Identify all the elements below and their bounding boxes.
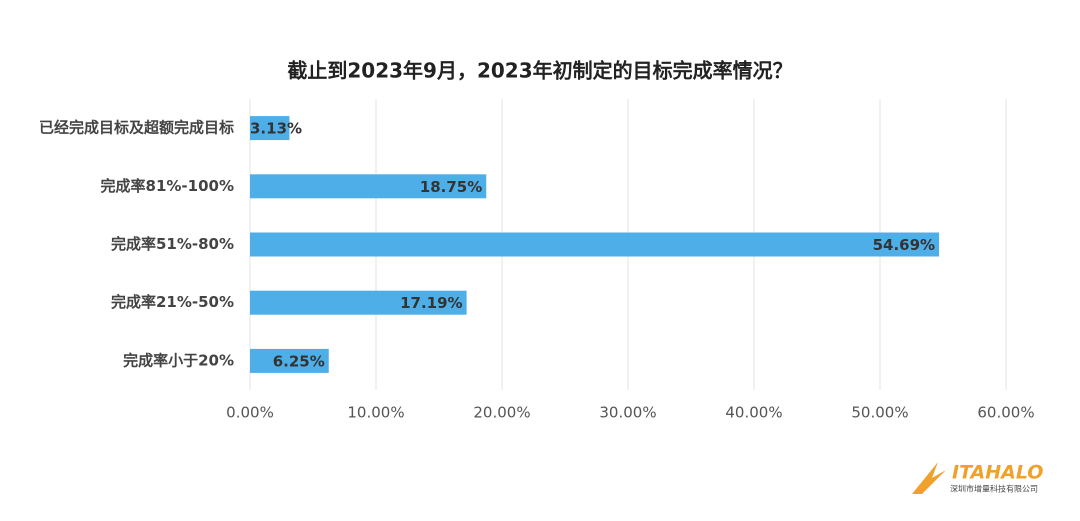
value-label: 54.69% — [873, 236, 935, 254]
x-tick-label: 30.00% — [599, 404, 656, 422]
x-tick-label: 50.00% — [851, 404, 908, 422]
bar — [250, 174, 487, 199]
logo: ITAHALO 深圳市增量科技有限公司 — [912, 462, 1043, 494]
bar — [250, 232, 940, 257]
y-tick-label: 完成率81%-100% — [101, 177, 234, 195]
logo-name: ITAHALO — [952, 462, 1043, 484]
value-label: 3.13% — [250, 120, 302, 138]
bar — [250, 290, 467, 315]
logo-icon — [912, 462, 946, 494]
logo-company: 深圳市增量科技有限公司 — [950, 484, 1038, 494]
y-tick-label: 完成率51%-80% — [111, 235, 234, 253]
x-tick-label: 40.00% — [725, 404, 782, 422]
value-label: 17.19% — [400, 294, 462, 312]
y-tick-label: 已经完成目标及超额完成目标 — [39, 119, 234, 137]
bar — [250, 116, 290, 141]
x-tick-label: 10.00% — [347, 404, 404, 422]
value-label: 6.25% — [273, 352, 325, 370]
y-tick-label: 完成率21%-50% — [111, 293, 234, 311]
x-tick-label: 60.00% — [977, 404, 1034, 422]
x-tick-label: 20.00% — [473, 404, 530, 422]
bar — [250, 348, 329, 373]
value-label: 18.75% — [420, 178, 482, 196]
chart-title: 截止到2023年9月，2023年初制定的目标完成率情况？ — [287, 59, 792, 83]
x-tick-label: 0.00% — [226, 404, 274, 422]
y-tick-label: 完成率小于20% — [123, 351, 234, 369]
